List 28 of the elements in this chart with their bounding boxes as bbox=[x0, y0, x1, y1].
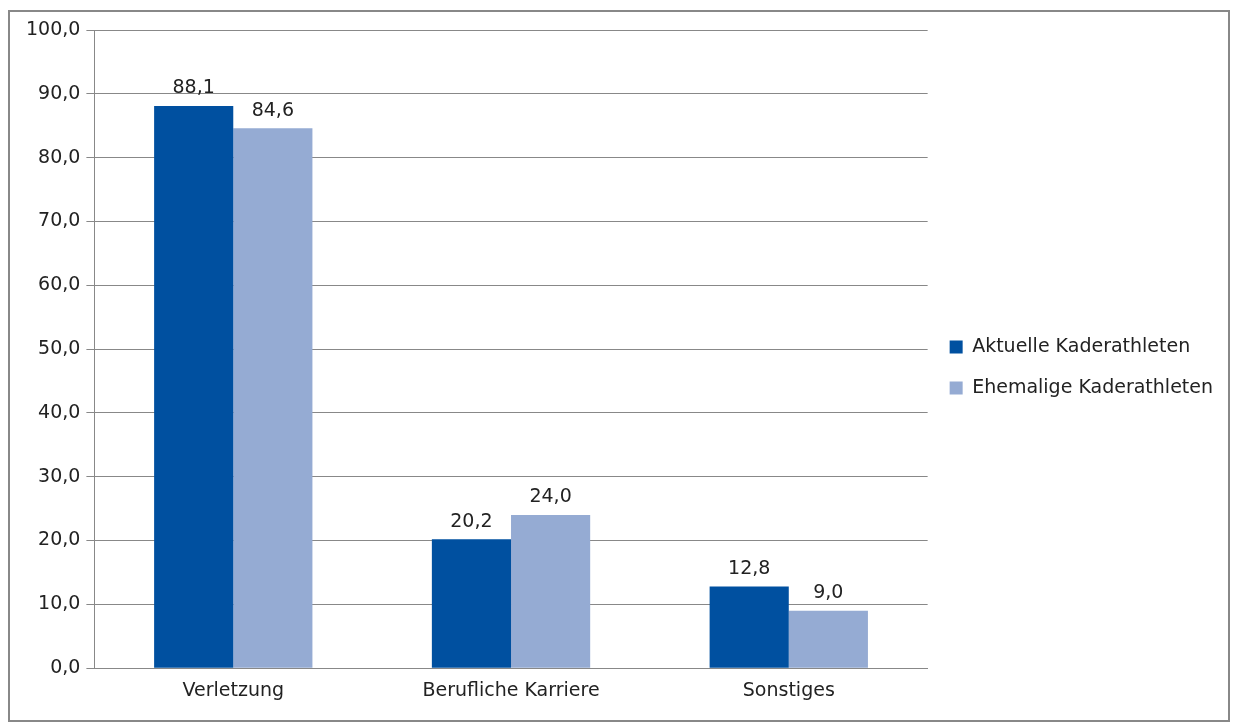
y-tick-label: 60,0 bbox=[38, 272, 81, 295]
y-tick-label: 20,0 bbox=[38, 527, 81, 550]
bar bbox=[154, 105, 234, 668]
y-tick-label: 30,0 bbox=[38, 463, 81, 486]
bar bbox=[431, 539, 512, 668]
y-tick-label: 50,0 bbox=[38, 336, 81, 359]
bar bbox=[709, 586, 789, 668]
data-label: 88,1 bbox=[172, 75, 215, 98]
x-tick-label: Verletzung bbox=[182, 677, 285, 700]
data-label: 24,0 bbox=[529, 484, 572, 507]
x-tick-label: Sonstiges bbox=[742, 677, 835, 700]
y-tick-label: 0,0 bbox=[50, 655, 81, 678]
data-label: 12,8 bbox=[728, 555, 771, 578]
bar bbox=[233, 128, 313, 668]
legend-label: Aktuelle Kaderathleten bbox=[972, 333, 1191, 356]
y-tick-label: 90,0 bbox=[38, 80, 81, 103]
y-tick-label: 80,0 bbox=[38, 144, 81, 167]
y-tick-label: 70,0 bbox=[38, 208, 81, 231]
data-label: 84,6 bbox=[251, 97, 295, 120]
y-tick-label: 10,0 bbox=[38, 591, 81, 614]
legend-label: Ehemalige Kaderathleten bbox=[972, 374, 1214, 397]
bar bbox=[788, 610, 868, 668]
data-label: 9,0 bbox=[813, 580, 844, 603]
data-label: 20,2 bbox=[450, 508, 493, 531]
x-tick-label: Berufliche Karriere bbox=[422, 677, 600, 700]
y-tick-label: 100,0 bbox=[25, 16, 81, 39]
y-tick-label: 40,0 bbox=[38, 399, 81, 422]
bar bbox=[511, 515, 591, 668]
